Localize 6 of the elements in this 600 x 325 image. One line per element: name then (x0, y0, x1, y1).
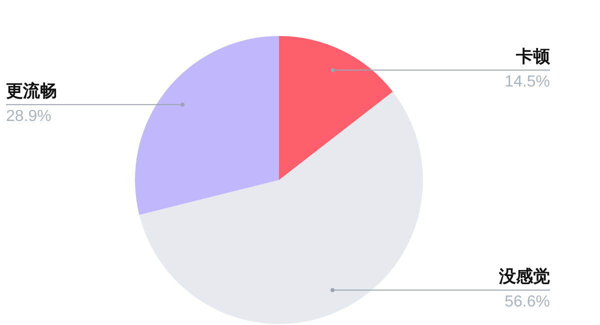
data-label: 28.9% (6, 108, 52, 126)
slice-label: 卡顿 (515, 47, 551, 68)
data-label: 14.5% (504, 73, 550, 90)
slice-label: 更流畅 (6, 82, 57, 102)
slice-label: 没感觉 (498, 267, 550, 288)
data-label: 56.6% (504, 293, 550, 310)
